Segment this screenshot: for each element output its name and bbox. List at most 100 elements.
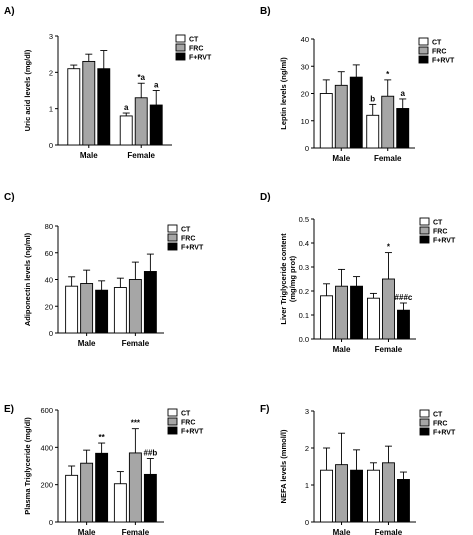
bar-ct-male (319, 93, 333, 149)
y-axis-title: Plasma Triglyceride (mg/dl) (23, 417, 32, 515)
x-tick-label: Female (127, 151, 155, 160)
legend-swatch (167, 224, 178, 233)
panel-label: D) (260, 192, 271, 203)
y-tick-label: 80 (45, 222, 53, 231)
x-tick-label: Male (80, 151, 98, 160)
bar-f-rvt-male (95, 452, 109, 523)
x-tick-label: Male (78, 528, 96, 535)
legend-label: F+RVT (433, 430, 456, 437)
y-axis-title-line2: (mg/mg prot) (288, 255, 297, 302)
x-tick-label: Female (374, 154, 402, 163)
chart-panel-1: A) Uric acid levels (mg/dl) 0 1 2 3 Male Female… (4, 6, 212, 160)
legend-swatch (175, 52, 186, 61)
legend-label: FRC (433, 421, 447, 428)
chart-panel-2: B) Leptin levels (ng/ml) 0 10 20 30 40 Male Fema… (260, 6, 455, 163)
bar-f-rvt-male (95, 289, 109, 334)
legend-swatch (418, 46, 429, 55)
significance-label: b (370, 94, 375, 103)
y-tick-label: 0 (49, 518, 53, 527)
significance-label: * (387, 243, 391, 252)
bar-ct-male (67, 68, 81, 146)
legend-swatch (167, 426, 178, 435)
bar-frc-male (80, 283, 94, 334)
y-tick-label: 30 (301, 62, 309, 71)
significance-label: ###c (395, 293, 413, 302)
panel-label: C) (4, 192, 15, 203)
legend-label: FRC (189, 46, 203, 53)
significance-label: ** (99, 433, 106, 442)
y-axis-title: Uric acid levels (mg/dl) (23, 49, 32, 131)
y-tick-label: 0.5 (299, 215, 309, 224)
legend-label: CT (432, 40, 442, 47)
legend-swatch (419, 217, 430, 226)
panel-label: E) (4, 404, 14, 415)
bar-frc-male (335, 285, 348, 340)
bar-frc-female (382, 278, 395, 340)
bar-ct-male (65, 285, 79, 334)
legend-swatch (419, 226, 430, 235)
y-tick-label: 600 (40, 406, 53, 415)
bar-ct-female (113, 287, 127, 334)
y-tick-label: 0.1 (299, 311, 309, 320)
bar-f-rvt-male (349, 76, 363, 149)
y-tick-label: 40 (45, 276, 53, 285)
significance-label: *** (131, 419, 141, 428)
legend-swatch (167, 233, 178, 242)
legend-swatch (175, 43, 186, 52)
panel-label: B) (260, 6, 271, 17)
significance-label: ##b (143, 449, 157, 458)
bar-frc-male (82, 60, 96, 146)
panel-label: F) (260, 404, 269, 415)
y-tick-label: 400 (40, 443, 53, 452)
y-tick-label: 60 (45, 249, 53, 258)
legend-label: CT (433, 220, 443, 227)
x-tick-label: Female (122, 339, 150, 348)
bar-f-rvt-female (396, 108, 410, 149)
y-tick-label: 0 (305, 518, 309, 527)
bar-ct-female (367, 297, 380, 340)
bar-f-rvt-female (143, 271, 157, 334)
legend-label: F+RVT (181, 245, 204, 252)
y-tick-label: 3 (49, 32, 53, 41)
legend-label: F+RVT (189, 55, 212, 62)
legend-swatch (167, 417, 178, 426)
legend-swatch (418, 55, 429, 64)
y-tick-label: 20 (301, 90, 309, 99)
significance-label: * (386, 70, 390, 79)
significance-label: a (154, 81, 159, 90)
y-tick-label: 20 (45, 302, 53, 311)
legend-swatch (167, 242, 178, 251)
bar-ct-male (320, 469, 333, 523)
bar-frc-female (381, 95, 395, 149)
legend-label: CT (433, 412, 443, 419)
y-axis-title: Liver Triglyceride content (279, 233, 288, 325)
x-tick-label: Male (332, 154, 350, 163)
x-tick-label: Male (333, 345, 351, 354)
bar-ct-female (367, 469, 380, 523)
x-tick-label: Female (122, 528, 150, 535)
y-axis-title: Adiponectin levels (ng/ml) (23, 232, 32, 326)
y-tick-label: 2 (49, 68, 53, 77)
y-tick-label: 0.3 (299, 263, 309, 272)
bar-ct-female (113, 483, 127, 523)
y-tick-label: 0 (49, 329, 53, 338)
y-tick-label: 1 (305, 481, 309, 490)
y-axis-title: NEFA levels (mmol/l) (279, 429, 288, 503)
bar-frc-male (334, 84, 348, 149)
panel-label: A) (4, 6, 15, 17)
bar-frc-male (335, 464, 348, 523)
y-tick-label: 0.0 (299, 335, 309, 344)
legend-swatch (419, 235, 430, 244)
significance-label: a (401, 89, 406, 98)
bar-ct-male (320, 295, 333, 340)
legend-label: FRC (433, 229, 447, 236)
legend-swatch (175, 34, 186, 43)
bar-f-rvt-male (350, 469, 363, 523)
legend-swatch (419, 418, 430, 427)
chart-panel-3: C) Adiponectin levels (ng/ml) 0 20 40 60 80 Mal… (4, 192, 204, 348)
bar-frc-female (134, 97, 148, 146)
y-tick-label: 200 (40, 481, 53, 490)
legend-label: FRC (181, 236, 195, 243)
chart-panel-4: D) Liver Triglyceride content (mg/mg prot)… (260, 192, 456, 354)
y-tick-label: 40 (301, 35, 309, 44)
